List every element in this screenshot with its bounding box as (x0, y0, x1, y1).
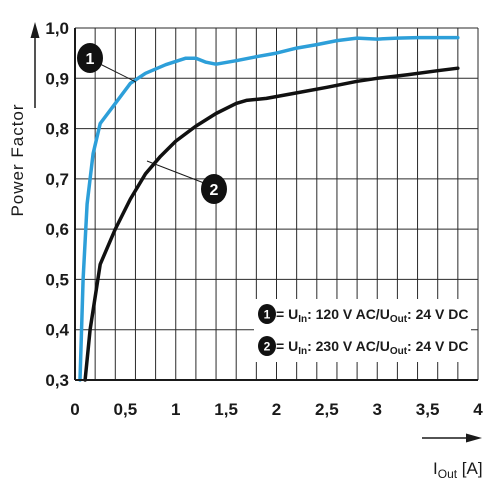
legend-entry-1: 1 = UIn: 120 V AC/UOut: 24 V DC (258, 304, 469, 325)
legend-text-1: = UIn: 120 V AC/UOut: 24 V DC (276, 306, 469, 325)
series-1-marker-badge (77, 43, 103, 73)
legend-2-prefix: = U (276, 338, 298, 354)
legend-1-sub-in: In (298, 314, 307, 325)
series-1-marker-label: 1 (86, 51, 95, 68)
x-axis-title-unit: [A] (457, 459, 483, 478)
y-axis-title: Power Factor (8, 103, 27, 216)
legend-1-in-val: : 120 V AC/U (307, 306, 390, 322)
legend-1-out-val: : 24 V DC (407, 306, 468, 322)
legend-badge-1-label: 1 (264, 308, 271, 322)
x-tick-label: 3 (373, 400, 382, 419)
series-2-marker-label: 2 (210, 182, 219, 199)
y-tick-label: 0,9 (45, 69, 69, 88)
legend-2-sub-out: Out (390, 346, 408, 357)
legend-text-2: = UIn: 230 V AC/UOut: 24 V DC (276, 338, 469, 357)
x-axis-arrow (422, 433, 482, 443)
series-2-marker: 2 (146, 160, 227, 204)
x-tick-label: 0,5 (114, 400, 138, 419)
x-tick-label: 0 (70, 400, 79, 419)
y-axis-arrow (30, 22, 40, 108)
series-line-2 (83, 66, 460, 382)
series-2-leader-line (146, 160, 205, 184)
x-tick-label: 2 (272, 400, 281, 419)
x-axis-title: IOut [A] (433, 459, 483, 481)
x-tick-label: 3,5 (416, 400, 440, 419)
x-axis-title-base: I (433, 459, 438, 478)
x-axis-title-sub: Out (438, 467, 458, 481)
y-tick-label: 1,0 (45, 19, 69, 38)
y-tick-label: 0,3 (45, 371, 69, 390)
y-tick-label: 0,6 (45, 220, 69, 239)
x-tick-label: 2,5 (315, 400, 339, 419)
y-tick-label: 0,4 (45, 321, 69, 340)
legend-2-sub-in: In (298, 346, 307, 357)
series-line-1 (78, 35, 460, 382)
series-lines (78, 35, 460, 382)
y-tick-label: 0,8 (45, 120, 69, 139)
series-1-leader-line (99, 63, 137, 83)
legend: 1 = UIn: 120 V AC/UOut: 24 V DC 2 = UIn:… (254, 299, 471, 362)
legend-badge-1 (258, 304, 276, 324)
x-tick-label: 1 (171, 400, 180, 419)
y-tick-label: 0,5 (45, 270, 69, 289)
legend-1-prefix: = U (276, 306, 298, 322)
axes (74, 28, 478, 381)
legend-box (254, 299, 471, 362)
x-tick-label: 4 (473, 400, 483, 419)
legend-entry-2: 2 = UIn: 230 V AC/UOut: 24 V DC (258, 336, 469, 357)
x-tick-label: 1,5 (214, 400, 238, 419)
legend-badge-2-label: 2 (264, 340, 271, 354)
legend-1-sub-out: Out (390, 314, 408, 325)
y-tick-label: 0,7 (45, 170, 69, 189)
tick-labels: 0 0,5 1 1,5 2 2,5 3 3,5 4 0,3 0,4 0,5 0,6 0,7 0,8 0,9 1,… (45, 19, 483, 419)
legend-badge-2 (258, 336, 276, 356)
series-2-marker-badge (201, 174, 227, 204)
legend-2-in-val: : 230 V AC/U (307, 338, 390, 354)
legend-2-out-val: : 24 V DC (407, 338, 468, 354)
series-1-marker: 1 (77, 43, 137, 83)
